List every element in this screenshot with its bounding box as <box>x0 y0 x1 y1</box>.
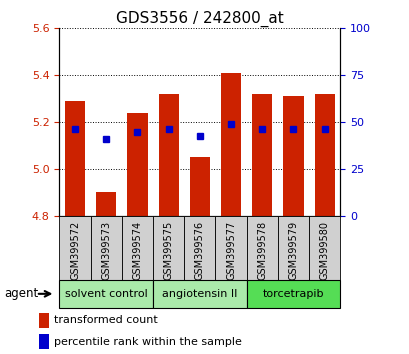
Bar <box>39 314 49 328</box>
Bar <box>90 216 121 280</box>
Title: GDS3556 / 242800_at: GDS3556 / 242800_at <box>116 11 283 27</box>
Bar <box>283 96 303 216</box>
Bar <box>153 280 246 308</box>
Bar <box>59 280 153 308</box>
Text: solvent control: solvent control <box>65 289 147 299</box>
Bar <box>308 216 339 280</box>
Text: percentile rank within the sample: percentile rank within the sample <box>54 337 241 347</box>
Text: torcetrapib: torcetrapib <box>262 289 324 299</box>
Bar <box>246 280 339 308</box>
Bar <box>277 216 308 280</box>
Text: GSM399580: GSM399580 <box>319 221 329 280</box>
Bar <box>121 216 153 280</box>
Bar <box>39 335 49 349</box>
Text: transformed count: transformed count <box>54 315 157 325</box>
Bar <box>127 113 147 216</box>
Text: GSM399578: GSM399578 <box>257 221 267 280</box>
Text: GSM399573: GSM399573 <box>101 221 111 280</box>
Bar <box>189 157 209 216</box>
Bar <box>158 94 178 216</box>
Bar <box>59 216 90 280</box>
Text: GSM399574: GSM399574 <box>132 221 142 280</box>
Text: GSM399575: GSM399575 <box>163 221 173 280</box>
Bar <box>184 216 215 280</box>
Text: GSM399576: GSM399576 <box>194 221 204 280</box>
Bar <box>314 94 334 216</box>
Text: GSM399579: GSM399579 <box>288 221 298 280</box>
Bar <box>65 101 85 216</box>
Bar <box>96 193 116 216</box>
Bar <box>153 216 184 280</box>
Bar <box>246 216 277 280</box>
Text: angiotensin II: angiotensin II <box>162 289 237 299</box>
Text: agent: agent <box>4 287 38 300</box>
Bar <box>215 216 246 280</box>
Text: GSM399572: GSM399572 <box>70 221 80 280</box>
Bar <box>252 94 272 216</box>
Bar <box>220 73 240 216</box>
Text: GSM399577: GSM399577 <box>225 221 236 280</box>
